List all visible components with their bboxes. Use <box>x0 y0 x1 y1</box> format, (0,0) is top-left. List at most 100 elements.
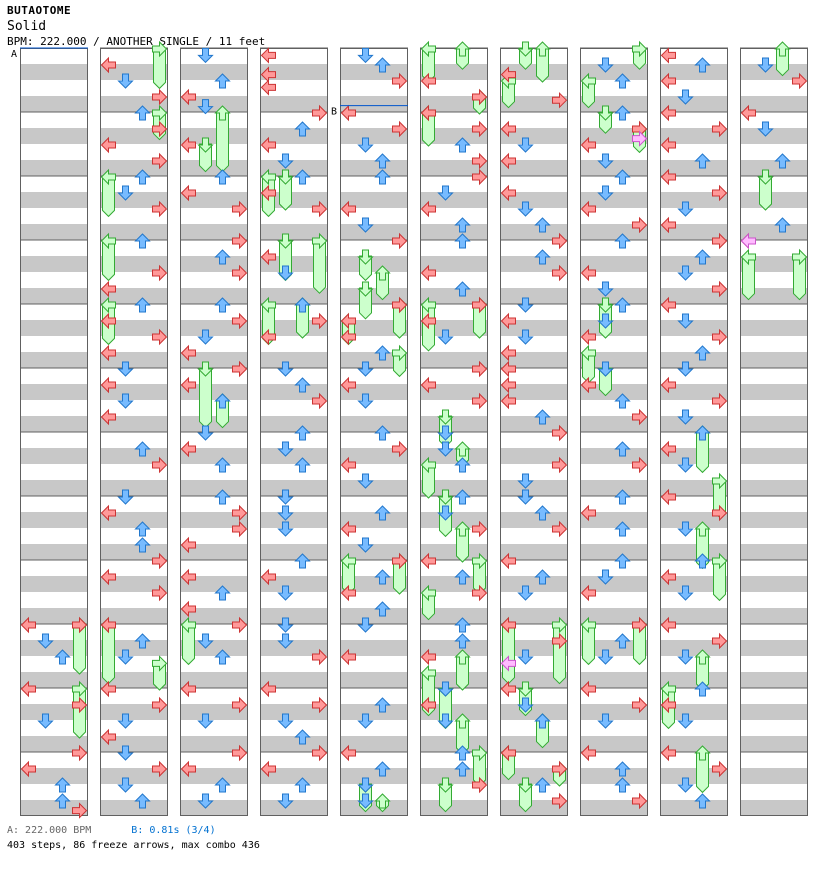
step-arrow <box>180 680 196 698</box>
beat-stripe <box>20 160 88 176</box>
step-arrow <box>357 393 374 409</box>
beat-stripe <box>260 512 328 528</box>
step-arrow <box>180 600 196 618</box>
freeze-head <box>152 655 168 672</box>
step-arrow <box>500 680 516 698</box>
step-arrow <box>20 760 36 778</box>
freeze-head <box>472 552 488 570</box>
step-arrow <box>712 184 728 202</box>
beat-stripe <box>340 512 408 528</box>
step-arrow <box>677 649 694 665</box>
step-arrow <box>117 361 134 377</box>
step-arrow <box>277 505 294 521</box>
beat-stripe <box>20 192 88 208</box>
beat-stripe <box>740 192 808 208</box>
freeze-head <box>100 168 116 186</box>
shock-arrow <box>500 655 516 672</box>
beat-stripe <box>740 800 808 816</box>
step-arrow <box>712 632 728 650</box>
step-arrow <box>197 713 214 729</box>
freeze-arrow <box>359 287 372 320</box>
beat-stripe <box>580 224 648 240</box>
step-arrow <box>677 777 694 793</box>
step-arrow <box>677 409 694 425</box>
beat-stripe <box>20 128 88 144</box>
beat-stripe <box>580 256 648 272</box>
freeze-head <box>357 249 374 265</box>
step-arrow <box>534 249 551 265</box>
step-arrow <box>54 777 71 793</box>
beat-stripe <box>420 768 488 784</box>
step-arrow <box>152 200 168 218</box>
beat-stripe <box>340 96 408 112</box>
beat-stripe <box>500 128 568 144</box>
step-arrow <box>357 361 374 377</box>
step-arrow <box>340 328 356 346</box>
beat-stripe <box>100 544 168 560</box>
step-arrow <box>232 232 248 250</box>
beat-stripe <box>500 416 568 432</box>
freeze-head <box>517 41 534 57</box>
shock-arrow <box>632 130 648 147</box>
beat-stripe <box>420 224 488 240</box>
beat-stripe <box>340 768 408 784</box>
beat-stripe <box>740 704 808 720</box>
freeze-head <box>152 104 168 122</box>
column-border <box>740 48 808 816</box>
freeze-head <box>420 40 436 58</box>
step-arrow <box>500 360 516 378</box>
freeze-head <box>374 793 391 809</box>
step-arrow <box>232 312 248 330</box>
step-arrow <box>500 152 516 170</box>
beat-stripe <box>260 128 328 144</box>
beat-stripe <box>100 672 168 688</box>
step-arrow <box>660 616 676 634</box>
step-arrow <box>632 408 648 426</box>
step-arrow <box>152 120 168 138</box>
step-arrow <box>20 680 36 698</box>
freeze-head <box>694 521 711 537</box>
step-arrow <box>294 425 311 441</box>
beat-stripe <box>100 96 168 112</box>
step-arrow <box>694 345 711 361</box>
beat-stripe <box>420 192 488 208</box>
step-arrow <box>774 217 791 233</box>
beat-stripe <box>20 384 88 400</box>
beat-stripe <box>260 768 328 784</box>
freeze-head <box>597 297 614 313</box>
freeze-head <box>420 456 436 474</box>
freeze-arrow <box>553 623 566 685</box>
step-arrow <box>277 793 294 809</box>
step-arrow <box>232 696 248 714</box>
beat-stripe <box>660 128 728 144</box>
step-arrow <box>597 569 614 585</box>
step-arrow <box>392 296 408 314</box>
freeze-arrow <box>199 143 212 173</box>
step-arrow <box>357 217 374 233</box>
step-arrow <box>677 89 694 105</box>
step-arrow <box>294 377 311 393</box>
beat-stripe <box>100 256 168 272</box>
step-arrow <box>294 553 311 569</box>
step-arrow <box>472 152 488 170</box>
beat-stripe <box>500 608 568 624</box>
beat-stripe <box>500 576 568 592</box>
beat-stripe <box>340 352 408 368</box>
step-arrow <box>20 616 36 634</box>
step-arrow <box>392 232 408 250</box>
beat-stripe <box>660 544 728 560</box>
step-arrow <box>260 47 276 64</box>
beat-stripe <box>420 480 488 496</box>
beat-stripe <box>340 64 408 80</box>
beat-stripe <box>740 384 808 400</box>
step-arrow <box>437 441 454 457</box>
beat-stripe <box>100 64 168 80</box>
step-arrow <box>214 585 231 601</box>
step-arrow <box>100 408 116 426</box>
beat-stripe <box>740 224 808 240</box>
step-arrow <box>677 265 694 281</box>
beat-stripe <box>660 608 728 624</box>
freeze-head <box>694 649 711 665</box>
freeze-head <box>420 664 436 682</box>
step-arrow <box>374 169 391 185</box>
